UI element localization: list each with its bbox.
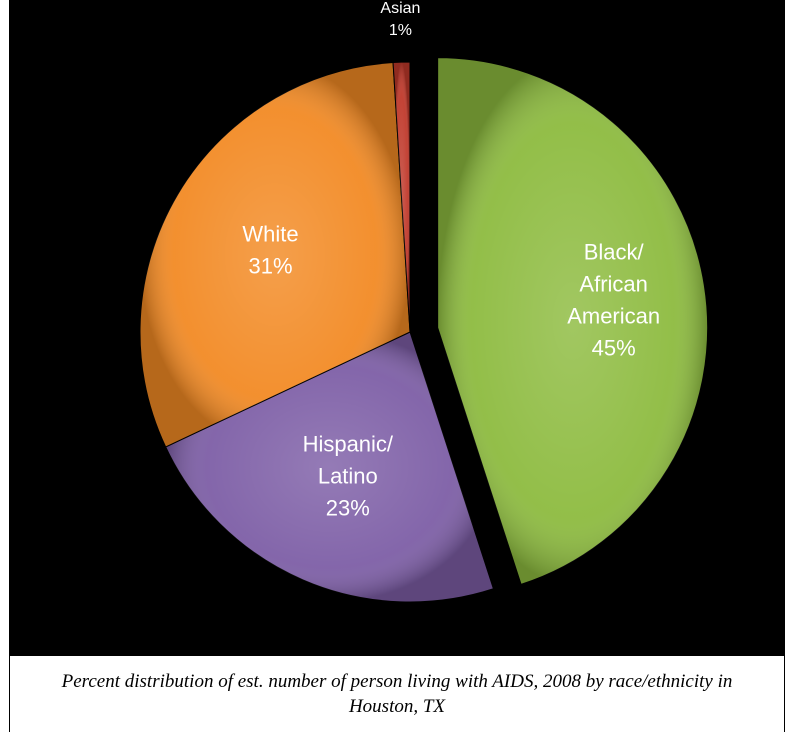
slice-category-label: Latino — [318, 464, 378, 489]
pie-slice-shading — [437, 57, 708, 585]
slice-category-label: White — [242, 222, 298, 247]
pie-slice-shading — [165, 332, 494, 603]
slice-category-label: American — [567, 304, 660, 329]
chart-area: Black/African American 45% Hispanic/Latino 2… — [10, 0, 784, 655]
slice-category-label: Black/ — [584, 240, 645, 265]
pie-slice-shading — [139, 62, 410, 447]
pie-chart: Black/African American 45% Hispanic/Latino 2… — [139, 0, 709, 603]
slice-value-label: 1% — [389, 22, 412, 39]
slice-value-label: 31% — [249, 254, 293, 279]
slice-value-label: 45% — [592, 336, 636, 361]
slice-value-label: 23% — [326, 496, 370, 521]
slice-category-label: African — [579, 272, 647, 297]
figure-caption: Percent distribution of est. number of p… — [61, 671, 733, 717]
caption-box: Percent distribution of est. number of p… — [10, 655, 784, 732]
slice-category-label: Asian — [380, 0, 420, 17]
pie-slice-shading — [393, 62, 410, 332]
slice-category-label: Hispanic/ — [303, 432, 394, 457]
